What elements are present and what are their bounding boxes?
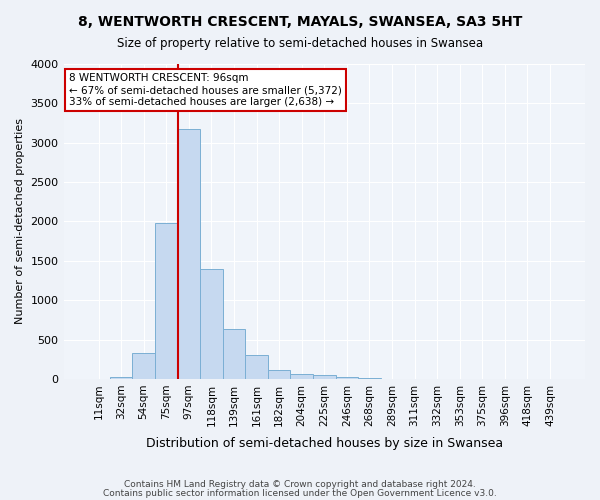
Bar bbox=[133, 353, 155, 379]
Text: Contains public sector information licensed under the Open Government Licence v3: Contains public sector information licen… bbox=[103, 488, 497, 498]
Bar bbox=[200, 270, 223, 379]
X-axis label: Distribution of semi-detached houses by size in Swansea: Distribution of semi-detached houses by … bbox=[146, 437, 503, 450]
Bar bbox=[245, 356, 268, 379]
Bar bbox=[268, 370, 290, 379]
Y-axis label: Number of semi-detached properties: Number of semi-detached properties bbox=[15, 118, 25, 324]
Bar bbox=[313, 375, 335, 379]
Bar bbox=[335, 376, 358, 379]
Bar bbox=[155, 223, 178, 379]
Text: 8 WENTWORTH CRESCENT: 96sqm
← 67% of semi-detached houses are smaller (5,372)
33: 8 WENTWORTH CRESCENT: 96sqm ← 67% of sem… bbox=[69, 74, 341, 106]
Bar bbox=[290, 374, 313, 379]
Bar bbox=[178, 130, 200, 379]
Text: 8, WENTWORTH CRESCENT, MAYALS, SWANSEA, SA3 5HT: 8, WENTWORTH CRESCENT, MAYALS, SWANSEA, … bbox=[78, 15, 522, 29]
Text: Size of property relative to semi-detached houses in Swansea: Size of property relative to semi-detach… bbox=[117, 38, 483, 51]
Text: Contains HM Land Registry data © Crown copyright and database right 2024.: Contains HM Land Registry data © Crown c… bbox=[124, 480, 476, 489]
Bar bbox=[358, 378, 381, 379]
Bar bbox=[223, 330, 245, 379]
Bar bbox=[110, 376, 133, 379]
